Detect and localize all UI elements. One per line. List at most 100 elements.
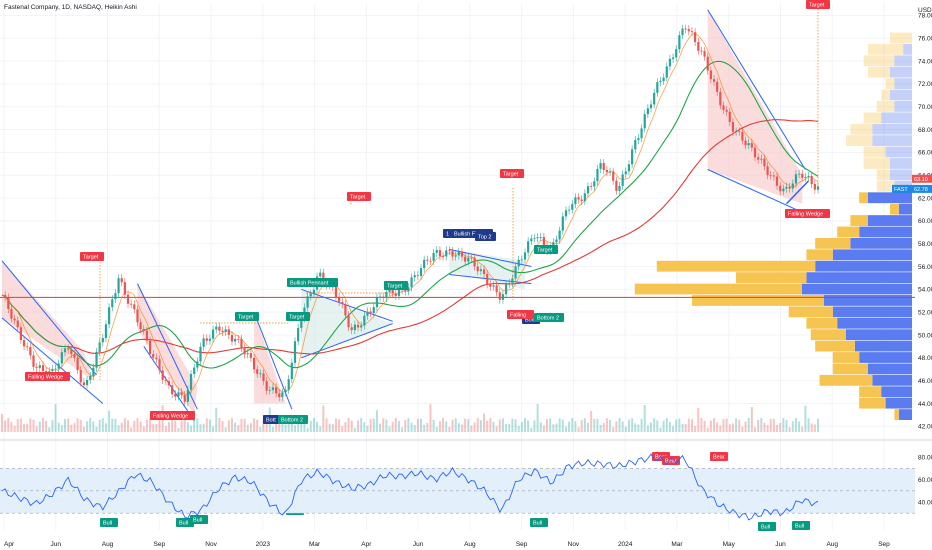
candle-body bbox=[10, 309, 13, 319]
candle-body bbox=[523, 252, 527, 260]
volume-profile-bar bbox=[859, 397, 886, 409]
volume-bar bbox=[133, 420, 136, 432]
volume-bar bbox=[719, 425, 722, 432]
candle-body bbox=[63, 348, 67, 353]
volume-bar bbox=[769, 418, 772, 432]
label-bottom-2b-text: Bottom 2 bbox=[537, 316, 559, 322]
candle-body bbox=[246, 353, 249, 355]
label-target: Target bbox=[286, 312, 310, 321]
candle-body bbox=[738, 131, 741, 133]
candle-body bbox=[448, 250, 451, 252]
candle-body bbox=[35, 366, 38, 368]
rsi-tick: 60.00 bbox=[918, 477, 932, 484]
candle-body bbox=[341, 302, 344, 305]
candle-body bbox=[117, 278, 120, 294]
wedge-4-lower bbox=[707, 169, 797, 210]
candle-body bbox=[230, 334, 234, 342]
candle-body bbox=[558, 230, 561, 240]
candle-body bbox=[319, 272, 322, 277]
candle-body bbox=[627, 164, 631, 172]
candle-body bbox=[766, 166, 769, 176]
time-tick: Sep bbox=[878, 541, 890, 548]
volume-bar bbox=[678, 418, 681, 432]
label-target: Target bbox=[80, 252, 104, 261]
candle-body bbox=[747, 143, 750, 146]
volume-bar bbox=[338, 419, 341, 432]
volume-bar bbox=[662, 420, 665, 432]
pennant-upper bbox=[301, 288, 393, 322]
rsi-bull-label-text: Bull bbox=[761, 525, 770, 531]
candle-body bbox=[760, 158, 763, 160]
candle-body bbox=[542, 237, 545, 246]
candle-body bbox=[268, 389, 271, 391]
volume-bar bbox=[142, 426, 145, 432]
volume-bar bbox=[514, 419, 517, 432]
volume-bar bbox=[7, 418, 10, 432]
volume-bar bbox=[675, 419, 678, 432]
volume-bar bbox=[278, 418, 281, 432]
label-flag-prefix-text: 1 bbox=[446, 232, 449, 238]
volume-profile-bar bbox=[890, 158, 912, 169]
candle-body bbox=[164, 379, 167, 382]
time-tick: Mar bbox=[309, 541, 321, 548]
candle-body bbox=[183, 395, 186, 402]
volume-bar bbox=[95, 426, 98, 432]
volume-profile-bar bbox=[859, 226, 912, 238]
candle-body bbox=[252, 357, 256, 370]
volume-bar bbox=[363, 422, 366, 432]
ma-fast bbox=[1, 60, 819, 369]
candle-body bbox=[574, 197, 577, 205]
volume-bar bbox=[609, 419, 612, 432]
volume-profile-bar bbox=[890, 66, 912, 78]
volume-bar bbox=[694, 425, 697, 432]
volume-profile-bar bbox=[832, 363, 868, 375]
candle-body bbox=[432, 252, 435, 261]
volume-profile-bar bbox=[868, 43, 904, 55]
volume-bar bbox=[442, 418, 445, 432]
label-target: Target bbox=[500, 169, 524, 178]
rsi-bull-label-bg bbox=[176, 518, 194, 527]
price-tick: 54.00 bbox=[918, 287, 932, 294]
volume-bar bbox=[577, 427, 580, 432]
volume-profile-bar bbox=[868, 66, 890, 78]
volume-bar bbox=[76, 418, 79, 432]
volume-bar bbox=[731, 423, 734, 432]
rsi-line bbox=[1, 453, 819, 521]
label-bottom-2b: Bottom 2 bbox=[534, 313, 564, 322]
volume-bar bbox=[713, 418, 716, 432]
candle-body bbox=[615, 180, 618, 191]
volume-bar bbox=[331, 424, 334, 432]
candle-body bbox=[271, 387, 275, 390]
volume-bar bbox=[249, 423, 252, 432]
volume-bar bbox=[344, 422, 347, 432]
candle-body bbox=[753, 147, 757, 158]
volume-bar bbox=[498, 419, 501, 432]
volume-profile-bar bbox=[898, 409, 912, 420]
candle-body bbox=[791, 183, 794, 189]
volume-bar bbox=[470, 425, 473, 432]
volume-profile-bar bbox=[885, 146, 912, 158]
volume-bar bbox=[672, 426, 675, 432]
candle-body bbox=[435, 250, 438, 253]
volume-bar bbox=[618, 418, 621, 432]
label-falling-wedge-4-text: Falling Wedge bbox=[788, 212, 823, 218]
volume-bar bbox=[454, 418, 457, 432]
volume-bar bbox=[281, 423, 284, 432]
label-bottom-2a-prefix-text: Bott bbox=[266, 418, 276, 424]
candle-body bbox=[608, 171, 612, 173]
candle-body bbox=[394, 293, 397, 296]
volume-bar bbox=[801, 426, 804, 432]
candle-body bbox=[369, 311, 372, 314]
candle-body bbox=[473, 257, 476, 267]
volume-bar bbox=[350, 420, 353, 432]
volume-profile-bar bbox=[692, 295, 824, 306]
volume-bar bbox=[668, 421, 671, 432]
volume-bar bbox=[728, 424, 731, 432]
volume-profile-bar bbox=[859, 192, 868, 204]
label-bullish-pennant-bg bbox=[287, 278, 338, 287]
volume-bar bbox=[605, 418, 608, 432]
candle-body bbox=[643, 114, 646, 129]
candle-body bbox=[511, 278, 514, 284]
volume-bar bbox=[60, 425, 63, 432]
